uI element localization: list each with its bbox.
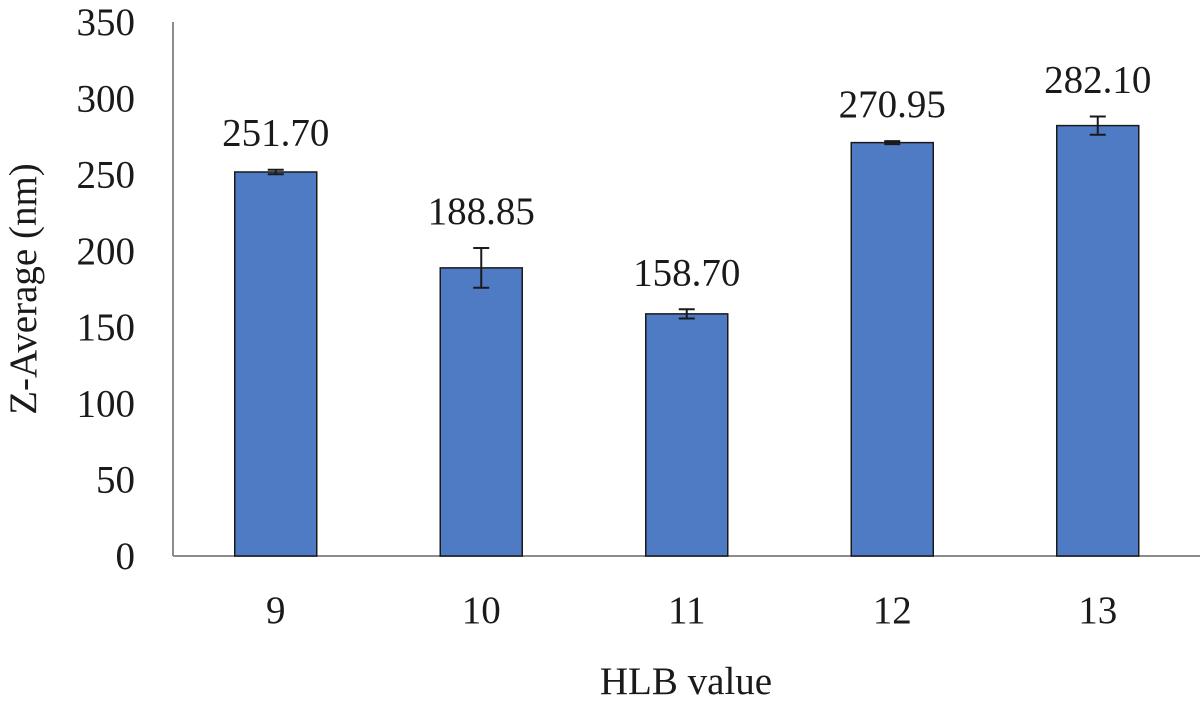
x-axis: 9 10 11 12 13 bbox=[173, 555, 1200, 632]
error-bar bbox=[473, 247, 490, 289]
error-bar bbox=[267, 168, 284, 176]
error-bars bbox=[267, 115, 1106, 320]
y-tick-label: 200 bbox=[77, 230, 136, 273]
x-tick-label: 12 bbox=[873, 589, 912, 632]
y-tick-label: 350 bbox=[77, 1, 136, 44]
y-axis: 0 50 100 150 200 250 300 350 bbox=[77, 1, 174, 578]
data-label: 282.10 bbox=[1044, 58, 1151, 101]
y-tick-label: 150 bbox=[77, 306, 136, 349]
x-tick-label: 13 bbox=[1078, 589, 1117, 632]
error-bar bbox=[884, 140, 901, 146]
x-tick-label: 11 bbox=[668, 589, 706, 632]
bar bbox=[234, 171, 318, 557]
y-tick-label: 100 bbox=[77, 382, 136, 425]
bar bbox=[439, 267, 523, 557]
y-tick-label: 300 bbox=[77, 77, 136, 120]
bar bbox=[645, 313, 729, 557]
bars bbox=[234, 124, 1140, 557]
y-tick-label: 0 bbox=[116, 535, 136, 578]
data-label: 270.95 bbox=[839, 83, 946, 126]
x-tick-label: 10 bbox=[462, 589, 501, 632]
y-tick-label: 250 bbox=[77, 154, 136, 197]
data-label: 158.70 bbox=[633, 251, 740, 294]
y-tick-label: 50 bbox=[96, 459, 135, 502]
x-tick-label: 9 bbox=[266, 589, 286, 632]
y-axis-title: Z-Average (nm) bbox=[2, 163, 45, 415]
x-axis-title: HLB value bbox=[600, 660, 772, 703]
data-label: 251.70 bbox=[222, 112, 329, 155]
error-bar bbox=[1089, 115, 1106, 136]
bar bbox=[1056, 124, 1140, 557]
error-bar bbox=[678, 308, 695, 320]
data-labels: 251.70 188.85 158.70 270.95 282.10 bbox=[222, 58, 1151, 294]
data-label: 188.85 bbox=[428, 190, 535, 233]
bar bbox=[850, 141, 934, 557]
